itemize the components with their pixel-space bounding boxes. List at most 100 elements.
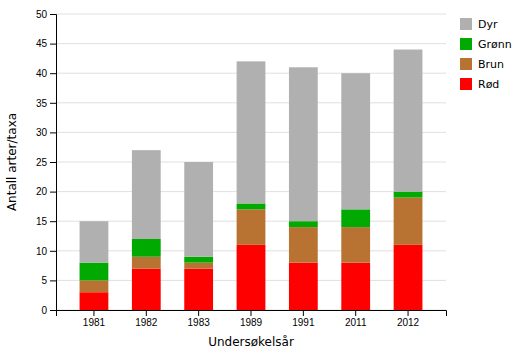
series [80, 198, 423, 293]
y-axis-line [50, 15, 57, 311]
bar [184, 263, 213, 269]
grid-line [56, 43, 446, 44]
x-tick-label: 2011 [345, 317, 367, 328]
x-tick: 2012 [397, 310, 420, 328]
bar [394, 50, 423, 192]
bar [237, 203, 266, 209]
legend-swatch [460, 78, 472, 90]
y-tick-mark [50, 132, 56, 133]
bar [132, 257, 161, 269]
x-tick-label: 1983 [188, 317, 211, 328]
y-tick-label: 40 [36, 68, 48, 79]
x-axis: 1981 1982 1983 1989 1991 2011 2012 [57, 310, 447, 328]
y-tick-label: 5 [41, 275, 47, 286]
x-axis-title: Undersøkelsår [208, 335, 294, 349]
y-tick: 40 [36, 68, 56, 79]
bar [341, 227, 370, 263]
bar [341, 263, 370, 310]
y-tick-label: 50 [36, 9, 48, 20]
bar [184, 162, 213, 257]
legend-label: Brun [478, 58, 504, 71]
y-tick: 50 [36, 9, 56, 20]
x-tick: 2011 [345, 310, 367, 328]
legend-label: Rød [478, 78, 499, 91]
grid-line [56, 14, 446, 15]
plot: 0 5 10 15 20 25 30 35 40 45 50 1981 1982 1983 1989 1991… [36, 9, 447, 328]
bar [80, 221, 109, 262]
x-tick-mark [93, 310, 94, 316]
y-tick: 5 [41, 275, 56, 286]
x-tick-mark [355, 310, 356, 316]
bar [341, 73, 370, 209]
x-tick: 1981 [83, 310, 106, 328]
chart: 0 5 10 15 20 25 30 35 40 45 50 1981 1982 1983 1989 1991… [0, 0, 530, 356]
bar [394, 198, 423, 245]
bar [289, 227, 318, 263]
legend-swatch [460, 58, 472, 70]
y-tick-mark [50, 44, 56, 45]
bar [341, 209, 370, 227]
y-tick-label: 20 [36, 186, 48, 197]
y-tick-label: 0 [41, 305, 47, 316]
x-tick: 1982 [135, 310, 158, 328]
bar [289, 263, 318, 310]
y-axis-title: Antall arter/taxa [5, 113, 19, 211]
bar [289, 67, 318, 221]
legend-label: Grønn [478, 38, 512, 51]
bar [80, 263, 109, 281]
y-tick: 25 [36, 157, 56, 168]
y-tick-mark [50, 14, 56, 15]
bar [394, 192, 423, 198]
legend-swatch [460, 18, 472, 30]
y-axis: 0 5 10 15 20 25 30 35 40 45 50 [36, 9, 57, 316]
bar [132, 150, 161, 239]
y-tick-mark [50, 162, 56, 163]
y-tick-label: 25 [36, 157, 48, 168]
x-tick-label: 2012 [397, 317, 420, 328]
bar [184, 269, 213, 310]
y-tick: 0 [41, 305, 56, 316]
x-tick: 1991 [292, 310, 315, 328]
bars [80, 50, 423, 310]
x-tick-label: 1991 [292, 317, 315, 328]
legend-item: Grønn [460, 38, 512, 51]
y-tick: 20 [36, 186, 56, 197]
series [80, 192, 423, 281]
bar [184, 257, 213, 263]
x-tick-mark [408, 310, 409, 316]
x-tick-label: 1989 [240, 317, 263, 328]
legend: Dyr Grønn Brun Rød [460, 18, 512, 91]
y-tick: 30 [36, 127, 56, 138]
legend-swatch [460, 38, 472, 50]
y-tick-mark [50, 280, 56, 281]
bar [237, 61, 266, 203]
grid [56, 14, 446, 310]
x-tick: 1983 [188, 310, 211, 328]
bar [132, 269, 161, 310]
y-tick-mark [50, 192, 56, 193]
y-tick-label: 45 [36, 38, 48, 49]
bar [237, 245, 266, 310]
x-tick-label: 1981 [83, 317, 106, 328]
y-tick-label: 15 [36, 216, 48, 227]
legend-label: Dyr [478, 18, 498, 31]
bar [394, 245, 423, 310]
y-tick-mark [50, 221, 56, 222]
bar [132, 239, 161, 257]
y-tick-label: 35 [36, 98, 48, 109]
x-tick-label: 1982 [135, 317, 158, 328]
series [80, 245, 423, 310]
bar [80, 292, 109, 310]
y-tick: 45 [36, 38, 56, 49]
y-tick-label: 30 [36, 127, 48, 138]
legend-item: Brun [460, 58, 504, 71]
y-tick-mark [50, 103, 56, 104]
bar [237, 209, 266, 245]
y-tick: 35 [36, 98, 56, 109]
y-tick-label: 10 [36, 246, 48, 257]
legend-item: Rød [460, 78, 499, 91]
x-tick-mark [146, 310, 147, 316]
y-tick: 15 [36, 216, 56, 227]
legend-item: Dyr [460, 18, 498, 31]
x-tick-mark [303, 310, 304, 316]
